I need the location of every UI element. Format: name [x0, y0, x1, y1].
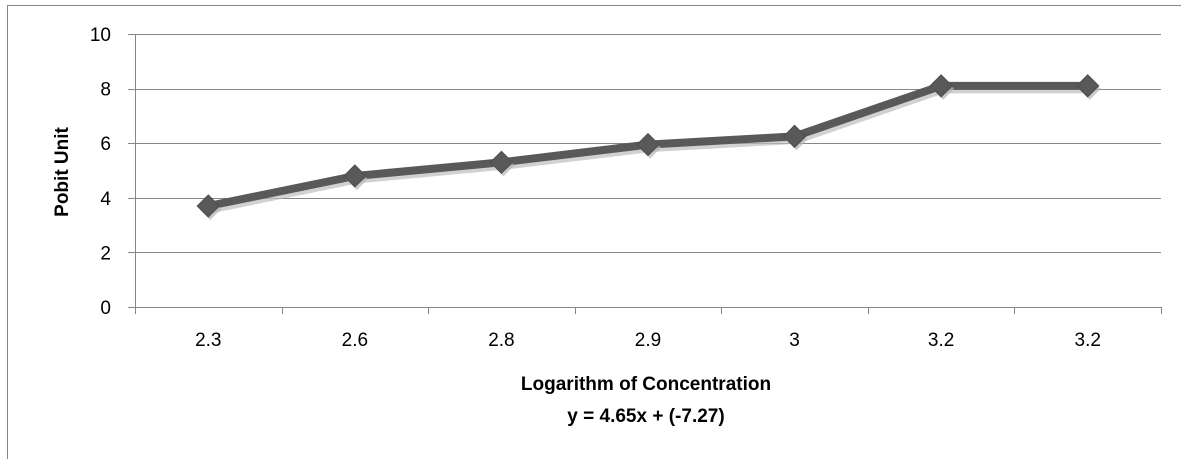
x-tick-label: 2.3: [195, 330, 221, 351]
axes: [128, 34, 1162, 314]
y-tick-label: 0: [100, 298, 111, 319]
x-tick-label: 3.2: [928, 330, 954, 351]
data-point: [196, 194, 220, 218]
y-tick-label: 2: [100, 243, 111, 264]
data-markers: [196, 74, 1101, 220]
x-tick-label: 3.2: [1075, 330, 1101, 351]
trendline-equation: y = 4.65x + (-7.27): [567, 406, 724, 427]
y-tick-label: 6: [100, 134, 111, 155]
y-axis-title: Pobit Unit: [52, 126, 73, 216]
y-tick-label: 4: [100, 189, 111, 210]
data-point: [636, 132, 660, 157]
y-tick-label: 8: [100, 80, 111, 101]
tick-labels: 0 2 4 6 8 10 2.3 2.6 2.8 2.9 3 3.2 3.2: [90, 25, 1101, 351]
data-point: [929, 74, 953, 98]
data-point: [489, 150, 514, 175]
data-point: [1076, 74, 1100, 98]
x-axis-title: Logarithm of Concentration: [521, 374, 771, 395]
x-tick-label: 2.8: [488, 330, 514, 351]
data-point: [782, 124, 807, 149]
x-tick-label: 2.9: [635, 330, 661, 351]
x-tick-label: 3: [789, 330, 800, 351]
x-tick-label: 2.6: [342, 330, 368, 351]
data-point: [343, 164, 367, 188]
y-tick-label: 10: [90, 25, 111, 46]
